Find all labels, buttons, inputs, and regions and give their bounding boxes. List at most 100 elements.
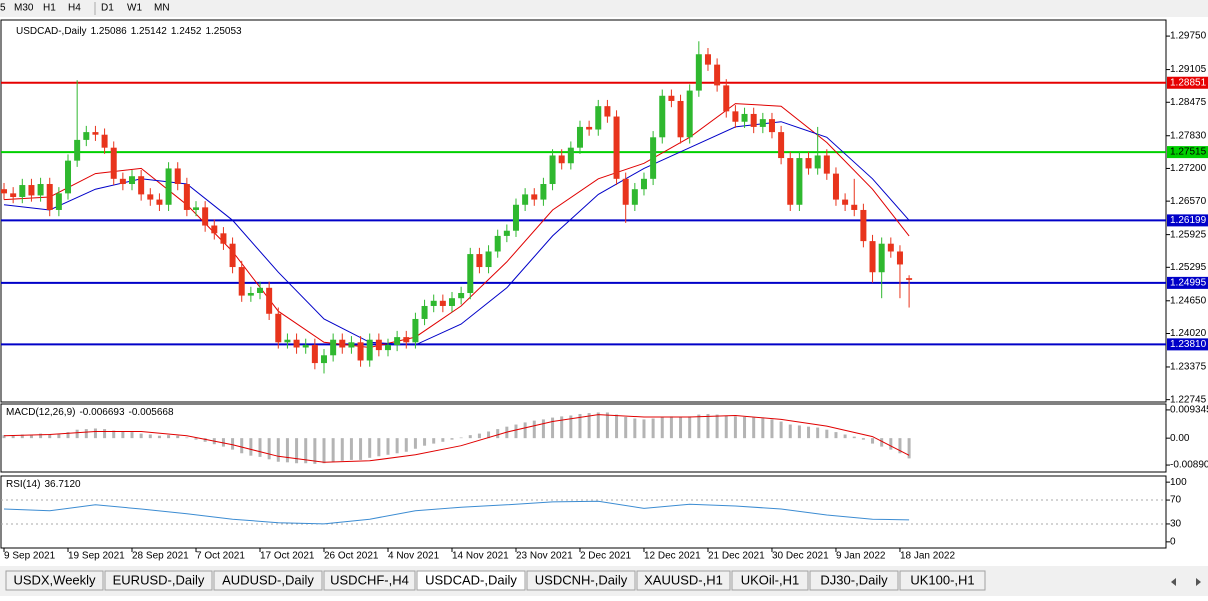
y-tick-label: 70 (1170, 495, 1182, 506)
macd-bar (743, 416, 747, 439)
candle-body (174, 168, 181, 185)
active-tab[interactable] (416, 570, 526, 591)
candle-body (668, 95, 675, 101)
candle-body (119, 178, 126, 185)
macd-bar (541, 419, 545, 439)
candle-body (878, 243, 885, 273)
macd-bar (889, 438, 893, 450)
tab[interactable] (809, 570, 899, 591)
y-tick-label: 30 (1170, 519, 1182, 530)
macd-bar (194, 438, 198, 440)
x-tick-label: 9 Sep 2021 (4, 551, 56, 562)
tab[interactable] (899, 570, 986, 591)
header-value: USDCAD-,Daily (16, 26, 87, 37)
candle-body (320, 355, 327, 364)
tab[interactable] (5, 570, 104, 591)
candle-body (211, 225, 218, 234)
y-tick-label: 1.24650 (1170, 295, 1207, 306)
macd-bar (752, 417, 756, 439)
tab-label[interactable]: DJ30-,Daily (820, 572, 888, 587)
candle-body (384, 344, 391, 351)
macd-bar (779, 421, 783, 439)
tab-label[interactable]: USDCHF-,H4 (330, 572, 409, 587)
macd-bar (596, 412, 600, 439)
candle-body (823, 155, 830, 174)
candle-body (430, 300, 437, 306)
timeframe-button[interactable]: H4 (68, 3, 81, 14)
macd-bar (761, 418, 765, 439)
macd-bar (615, 414, 619, 439)
timeframe-button[interactable]: D1 (101, 3, 114, 14)
timeframe-button[interactable]: 5 (0, 3, 6, 14)
timeframe-button[interactable]: MN (154, 3, 170, 14)
candle-body (28, 185, 35, 196)
candle-body (704, 54, 711, 65)
tab[interactable] (323, 570, 416, 591)
level-price-label: 1.23810 (1170, 339, 1207, 350)
candle-body (348, 342, 355, 348)
macd-bar (20, 434, 24, 439)
candle-body (567, 147, 574, 164)
tab[interactable] (731, 570, 809, 591)
candle-body (284, 339, 291, 343)
macd-bar (103, 429, 107, 439)
macd-bar (733, 416, 737, 439)
tab-label[interactable]: USDCNH-,Daily (535, 572, 628, 587)
macd-bar (331, 438, 335, 462)
candle-body (193, 207, 200, 210)
tab-label[interactable]: AUDUSD-,Daily (222, 572, 314, 587)
macd-bar (898, 438, 902, 454)
timeframe-button[interactable]: M30 (14, 3, 34, 14)
macd-bar (907, 438, 911, 459)
tab-label[interactable]: UKOil-,H1 (741, 572, 800, 587)
candle-body (412, 318, 419, 343)
candle-body (19, 185, 26, 197)
macd-bar (807, 426, 811, 439)
candle-body (842, 199, 849, 205)
x-tick-label: 23 Nov 2021 (516, 551, 573, 562)
level-price-box (1167, 146, 1208, 159)
header-value: -0.006693 (79, 407, 124, 418)
macd-bar (240, 438, 244, 454)
timeframe-button[interactable]: W1 (127, 3, 142, 14)
level-price-box (1167, 338, 1208, 351)
tab-label[interactable]: EURUSD-,Daily (113, 572, 205, 587)
candle-body (887, 243, 894, 252)
macd-bar (624, 416, 628, 439)
macd-bar (432, 438, 436, 444)
x-tick-label: 30 Dec 2021 (772, 551, 829, 562)
macd-bar (551, 417, 555, 439)
candle-body (768, 119, 775, 133)
panel-frame (0, 403, 1167, 473)
macd-bar (66, 432, 70, 439)
timeframe-button[interactable]: H1 (43, 3, 56, 14)
macd-bar (605, 412, 609, 439)
candle-body (55, 193, 62, 210)
tab-label[interactable]: UK100-,H1 (910, 572, 974, 587)
candle-body (266, 287, 273, 314)
macd-bar (413, 438, 417, 449)
tab-label[interactable]: USDX,Weekly (13, 572, 96, 587)
macd-bar (249, 438, 253, 456)
candle-body (375, 339, 382, 351)
tab-label[interactable]: USDCAD-,Daily (425, 572, 517, 587)
macd-bar (295, 438, 299, 464)
macd-bar (651, 418, 655, 439)
tab[interactable] (526, 570, 636, 591)
macd-bar (441, 438, 445, 442)
macd-bar (185, 437, 189, 439)
candle-body (549, 155, 556, 185)
x-tick-label: 12 Dec 2021 (644, 551, 701, 562)
tab-label[interactable]: XAUUSD-,H1 (644, 572, 723, 587)
tab[interactable] (104, 570, 213, 591)
level-price-label: 1.27515 (1170, 147, 1207, 158)
candle-body (540, 184, 547, 200)
candle-body (247, 293, 254, 296)
x-tick-label: 9 Jan 2022 (836, 551, 886, 562)
candle-body (595, 106, 602, 130)
tab[interactable] (636, 570, 731, 591)
tab[interactable] (213, 570, 323, 591)
candle-body (293, 339, 300, 348)
x-tick-label: 7 Oct 2021 (196, 551, 245, 562)
candle-body (83, 132, 90, 140)
